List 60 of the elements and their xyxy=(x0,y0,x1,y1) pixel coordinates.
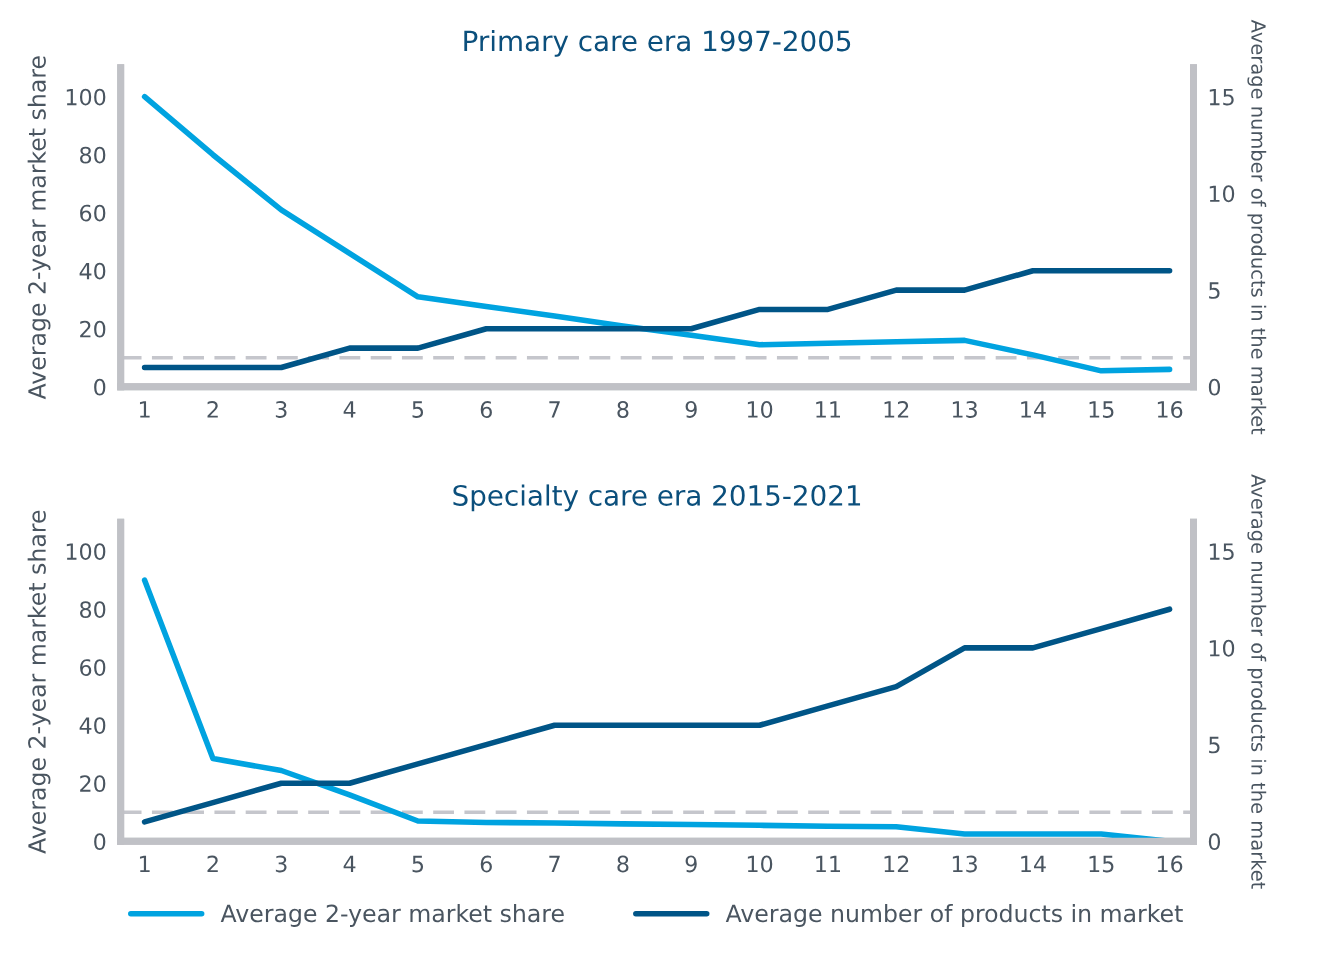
x-tick-label: 6 xyxy=(480,401,492,418)
x-tick-label: 10 xyxy=(747,855,773,873)
y-tick-label: 0 xyxy=(94,833,106,851)
x-tick-label: 15 xyxy=(1089,855,1114,873)
x-tick-label: 9 xyxy=(685,855,697,873)
legend-label: Average 2-year market share xyxy=(220,904,564,927)
y-tick-label: 40 xyxy=(79,262,106,280)
y-tick-label: 20 xyxy=(80,775,106,793)
x-tick-label: 8 xyxy=(617,855,629,873)
y-tick-label: 100 xyxy=(66,88,106,106)
x-tick-label: 14 xyxy=(1021,401,1046,418)
x-tick-label: 12 xyxy=(884,401,909,418)
y2-tick-label: 15 xyxy=(1209,88,1234,106)
x-tick-label: 1 xyxy=(139,401,150,418)
chart-title: Primary care era 1997-2005 xyxy=(464,29,851,57)
x-tick-label: 1 xyxy=(139,855,150,873)
y2-tick-label: 5 xyxy=(1209,282,1220,299)
x-tick-label: 3 xyxy=(275,855,287,873)
x-tick-label: 14 xyxy=(1021,855,1046,873)
x-tick-label: 13 xyxy=(952,855,977,873)
x-tick-label: 11 xyxy=(816,855,840,873)
y-tick-label: 60 xyxy=(80,659,106,676)
y-tick-label: 0 xyxy=(94,378,106,396)
x-tick-label: 15 xyxy=(1089,401,1114,418)
x-tick-label: 5 xyxy=(412,401,424,418)
x-tick-label: 13 xyxy=(952,401,977,418)
x-tick-label: 3 xyxy=(275,401,287,418)
y-tick-label: 80 xyxy=(80,146,106,164)
x-tick-label: 2 xyxy=(207,855,218,873)
x-tick-label: 16 xyxy=(1157,855,1183,873)
y-tick-label: 20 xyxy=(80,320,106,338)
y2-tick-label: 5 xyxy=(1209,736,1220,754)
y2-tick-label: 0 xyxy=(1208,378,1221,396)
x-tick-label: 8 xyxy=(617,401,629,418)
y-axis-title: Average 2-year market share xyxy=(27,510,51,854)
y-tick-label: 60 xyxy=(80,204,106,222)
y2-tick-label: 15 xyxy=(1209,543,1234,560)
x-tick-label: 6 xyxy=(480,855,492,873)
x-tick-label: 16 xyxy=(1157,401,1183,418)
y-tick-label: 40 xyxy=(79,717,106,735)
y2-axis-title: Average number of products in the market xyxy=(1247,19,1267,435)
legend-label: Average number of products in market xyxy=(725,904,1183,927)
x-tick-label: 4 xyxy=(343,401,356,418)
y-tick-label: 100 xyxy=(66,543,106,560)
y-axis-title: Average 2-year market share xyxy=(27,56,51,400)
x-tick-label: 9 xyxy=(685,401,697,418)
x-tick-label: 4 xyxy=(343,855,356,873)
y2-tick-label: 10 xyxy=(1209,639,1235,657)
x-tick-label: 7 xyxy=(549,401,560,418)
x-tick-label: 7 xyxy=(549,855,560,873)
y2-tick-label: 0 xyxy=(1208,833,1221,851)
x-tick-label: 11 xyxy=(816,401,840,418)
y2-tick-label: 10 xyxy=(1209,185,1235,203)
x-tick-label: 10 xyxy=(747,401,773,418)
chart-title: Specialty care era 2015-2021 xyxy=(453,484,861,512)
y2-axis-title: Average number of products in the market xyxy=(1247,474,1267,889)
x-tick-label: 5 xyxy=(412,855,424,873)
x-tick-label: 12 xyxy=(884,855,909,873)
x-tick-label: 2 xyxy=(207,401,218,418)
y-tick-label: 80 xyxy=(80,601,106,618)
